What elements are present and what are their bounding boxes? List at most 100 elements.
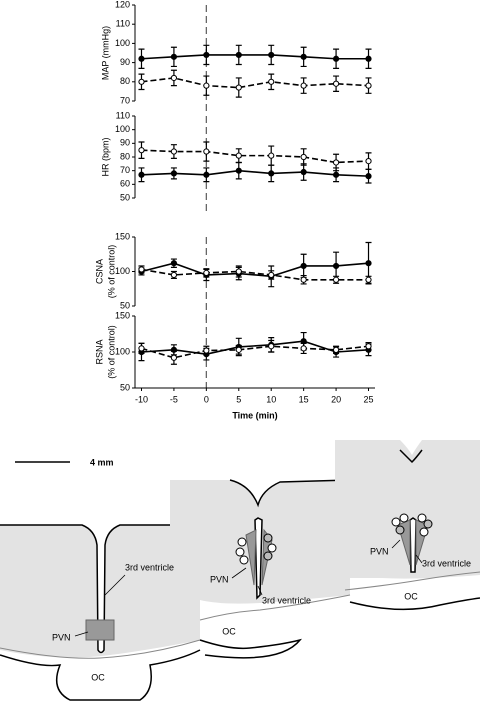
y-tick-label: 100 <box>115 38 130 48</box>
x-tick-label: -10 <box>135 394 148 404</box>
point <box>332 171 340 178</box>
y-tick-label: 110 <box>116 19 130 29</box>
x-tick-label: 20 <box>331 394 341 404</box>
point <box>170 170 178 177</box>
pvn-region <box>85 619 115 641</box>
y-tick-label: 50 <box>120 300 130 310</box>
x-axis-label: Time (min) <box>232 410 277 420</box>
x-tick-label: 25 <box>364 394 374 404</box>
point <box>170 148 178 155</box>
point <box>138 147 145 154</box>
section-outline <box>0 524 200 654</box>
point <box>268 152 275 159</box>
pointers <box>74 539 423 637</box>
y-tick-label: 80 <box>120 151 130 161</box>
y-tick-label: 150 <box>115 231 130 241</box>
point <box>332 262 340 270</box>
point <box>300 276 307 283</box>
point <box>203 171 210 178</box>
boundary <box>0 639 201 659</box>
series-line <box>141 77 369 89</box>
point <box>365 55 372 62</box>
point <box>203 269 210 276</box>
series-line <box>141 268 369 281</box>
point <box>268 78 275 85</box>
point <box>300 82 307 89</box>
series-line <box>141 262 369 278</box>
pvn-label: PVN <box>370 546 389 556</box>
point <box>203 51 210 59</box>
point <box>235 346 242 353</box>
point <box>170 53 178 60</box>
point <box>170 260 178 267</box>
boundary <box>344 571 480 591</box>
point <box>235 268 242 275</box>
ventricle <box>409 517 417 573</box>
x-tick-label: 5 <box>236 394 241 404</box>
series-line <box>141 54 369 60</box>
ventricle-label: 3rd ventricle <box>125 562 174 572</box>
y-tick-label: 120 <box>115 0 130 9</box>
oc-outline <box>349 597 480 611</box>
point <box>300 168 307 176</box>
point <box>365 158 372 165</box>
point <box>203 148 210 155</box>
point <box>170 354 178 361</box>
boundary <box>199 594 351 621</box>
ventricle <box>254 517 263 600</box>
series-line <box>141 345 369 359</box>
point <box>170 74 178 82</box>
point <box>203 347 210 354</box>
pvn-label: PVN <box>210 574 229 584</box>
y-tick-label: 90 <box>120 57 130 67</box>
scale-label: 4 mm <box>90 457 114 467</box>
series-line <box>141 169 369 177</box>
oc-label: OC <box>91 672 105 682</box>
ventricle-label: 3rd ventricle <box>422 558 471 568</box>
oc-outline <box>0 649 201 701</box>
point <box>235 51 242 59</box>
y-axis-label: (% of control) <box>106 325 116 379</box>
point <box>332 276 340 283</box>
y-tick-label: 60 <box>120 179 130 189</box>
point <box>268 343 275 350</box>
tissue <box>335 440 480 579</box>
sites <box>235 533 277 565</box>
point <box>138 55 145 62</box>
y-tick-label: 70 <box>120 95 130 105</box>
y-axis-label: CSNA <box>94 259 104 284</box>
y-tick-label: 100 <box>115 346 130 356</box>
oc-label: OC <box>222 626 236 636</box>
y-tick-label: 150 <box>115 310 130 320</box>
series-line <box>141 149 369 164</box>
point <box>203 82 210 89</box>
point <box>332 159 340 166</box>
point <box>300 345 307 352</box>
y-tick-label: 70 <box>120 165 130 175</box>
y-tick-label: 100 <box>115 124 130 134</box>
x-tick-label: 0 <box>204 394 209 404</box>
point <box>170 271 178 279</box>
ventricle-label: 3rd ventricle <box>262 595 311 605</box>
pvn-label: PVN <box>52 632 71 642</box>
sites <box>391 513 433 537</box>
point <box>332 80 340 87</box>
y-axis-label: (% of control) <box>106 245 116 299</box>
point <box>300 262 307 270</box>
y-tick-label: 50 <box>120 192 130 202</box>
point <box>365 173 372 180</box>
point <box>365 343 372 350</box>
section-outline <box>399 449 423 464</box>
y-axis-label: MAP (mmHg) <box>100 26 110 80</box>
point <box>235 167 242 174</box>
point <box>235 152 242 159</box>
y-axis-label: HR (bpm) <box>100 137 110 176</box>
point <box>300 53 307 60</box>
point <box>365 82 372 89</box>
point <box>300 153 307 161</box>
point <box>365 260 372 267</box>
point <box>268 271 275 279</box>
point <box>332 346 340 353</box>
